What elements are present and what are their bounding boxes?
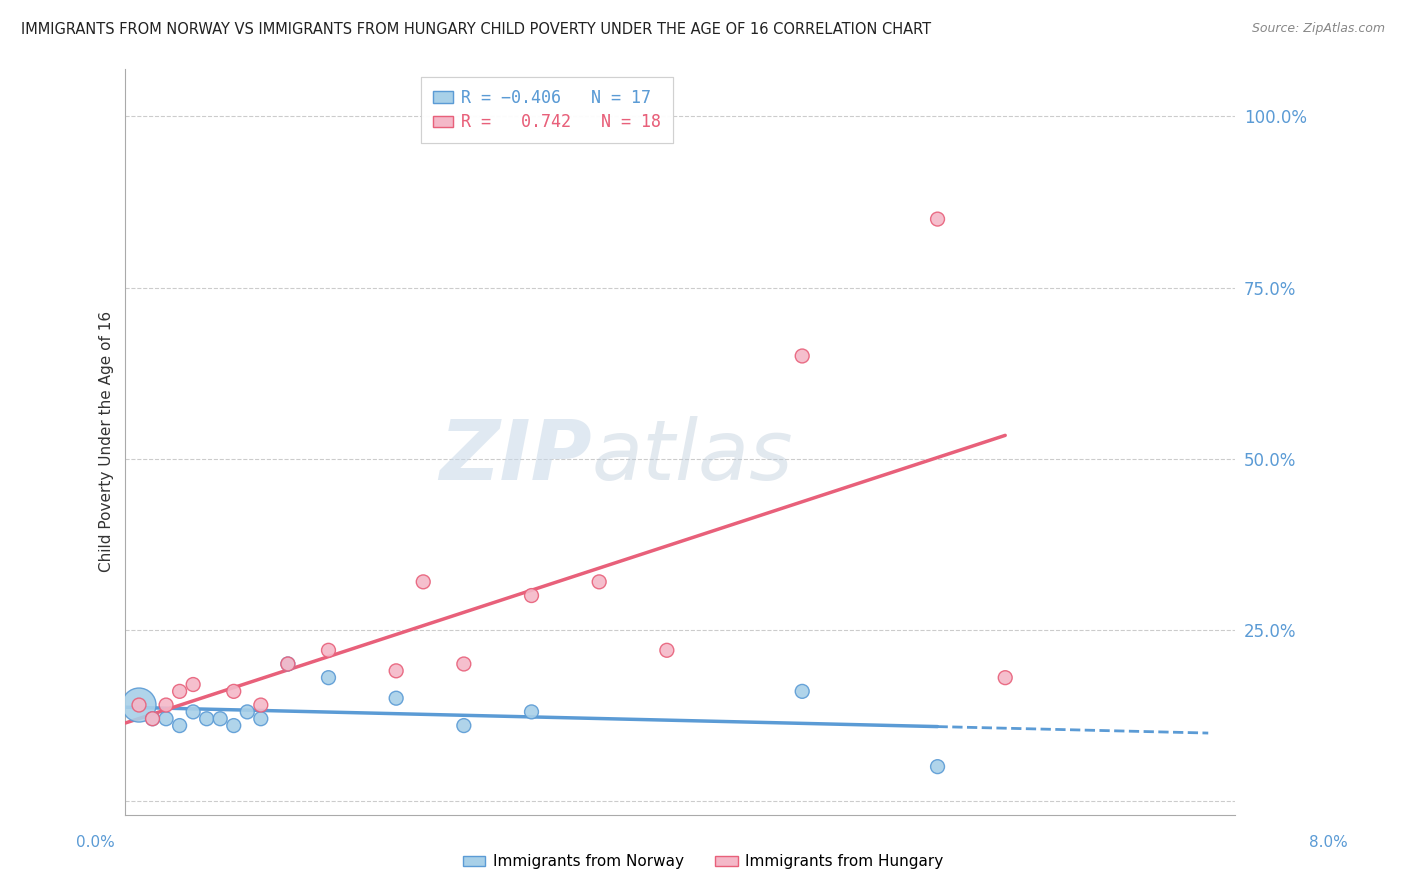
- Point: [236, 705, 259, 719]
- Point: [128, 698, 150, 712]
- Point: [128, 698, 150, 712]
- Point: [520, 589, 543, 603]
- Point: [250, 712, 273, 726]
- Point: [209, 712, 232, 726]
- Point: [792, 684, 814, 698]
- Point: [318, 643, 340, 657]
- Point: [792, 349, 814, 363]
- Point: [412, 574, 434, 589]
- Point: [222, 684, 245, 698]
- Text: atlas: atlas: [592, 416, 793, 497]
- Point: [994, 671, 1017, 685]
- Point: [195, 712, 218, 726]
- Point: [385, 691, 408, 706]
- Point: [318, 671, 340, 685]
- Legend: R = −0.406   N = 17, R =   0.742   N = 18: R = −0.406 N = 17, R = 0.742 N = 18: [422, 77, 673, 143]
- Point: [169, 684, 191, 698]
- Point: [155, 712, 177, 726]
- Point: [181, 677, 204, 691]
- Point: [927, 759, 949, 773]
- Legend: Immigrants from Norway, Immigrants from Hungary: Immigrants from Norway, Immigrants from …: [457, 848, 949, 875]
- Text: 0.0%: 0.0%: [76, 836, 115, 850]
- Text: Source: ZipAtlas.com: Source: ZipAtlas.com: [1251, 22, 1385, 36]
- Point: [222, 718, 245, 732]
- Point: [169, 718, 191, 732]
- Point: [453, 718, 475, 732]
- Point: [655, 643, 678, 657]
- Point: [181, 705, 204, 719]
- Point: [141, 712, 163, 726]
- Point: [520, 705, 543, 719]
- Text: 8.0%: 8.0%: [1309, 836, 1348, 850]
- Text: IMMIGRANTS FROM NORWAY VS IMMIGRANTS FROM HUNGARY CHILD POVERTY UNDER THE AGE OF: IMMIGRANTS FROM NORWAY VS IMMIGRANTS FRO…: [21, 22, 931, 37]
- Point: [385, 664, 408, 678]
- Point: [155, 698, 177, 712]
- Y-axis label: Child Poverty Under the Age of 16: Child Poverty Under the Age of 16: [100, 311, 114, 572]
- Point: [277, 657, 299, 671]
- Point: [453, 657, 475, 671]
- Point: [277, 657, 299, 671]
- Point: [250, 698, 273, 712]
- Point: [141, 712, 163, 726]
- Text: ZIP: ZIP: [439, 416, 592, 497]
- Point: [927, 212, 949, 227]
- Point: [588, 574, 610, 589]
